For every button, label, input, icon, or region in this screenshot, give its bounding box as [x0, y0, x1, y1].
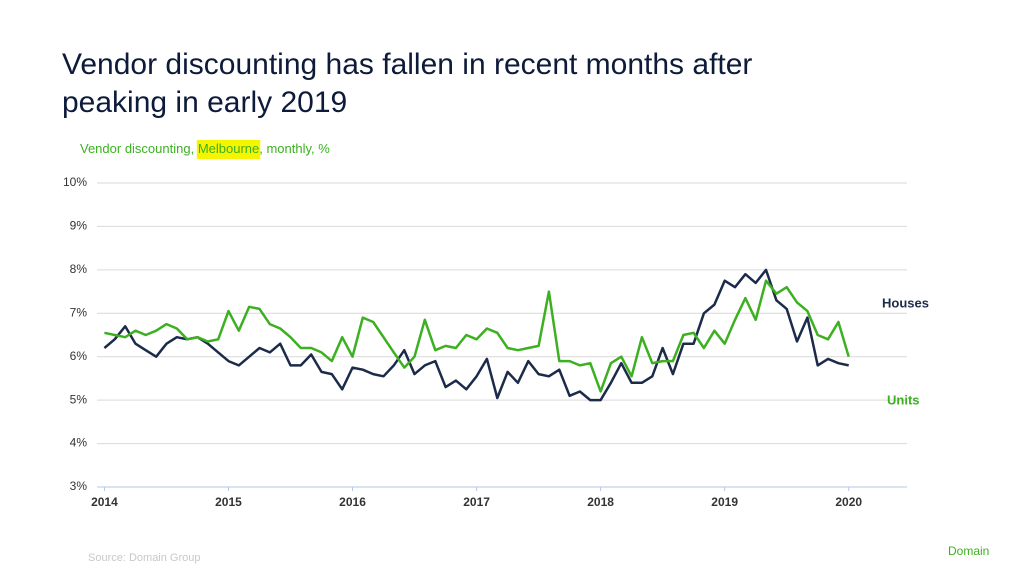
source: Source: Domain Group — [88, 552, 201, 564]
line — [104, 279, 850, 393]
y-tick-label: 5% — [70, 392, 88, 406]
x-tick-label: 2020 — [835, 495, 862, 509]
subtitle-part: Vendor discounting, — [80, 141, 198, 156]
y-tick-label: 10% — [63, 175, 87, 189]
x-tick-label: 2019 — [711, 495, 738, 509]
highlight — [196, 140, 261, 159]
chart-title: Vendor discounting has fallen in recent … — [62, 48, 752, 81]
x-tick-label: 2015 — [215, 495, 242, 509]
y-tick-label: 6% — [70, 349, 88, 363]
x-tick-label: 2014 — [91, 495, 118, 509]
x-tick-label: 2016 — [339, 495, 366, 509]
y-tick-label: 8% — [70, 262, 88, 276]
y-tick-label: 3% — [70, 479, 88, 493]
y-tick-label: 7% — [70, 305, 88, 319]
brand: Domain — [948, 544, 989, 558]
subtitle-part: , monthly, % — [259, 141, 330, 156]
y-tick-label: 4% — [70, 436, 88, 450]
subtitle: Vendor discounting, Melbourne, monthly, … — [80, 141, 330, 156]
series-label: Houses — [882, 295, 929, 310]
chart-title: peaking in early 2019 — [62, 86, 347, 119]
series-label: Units — [887, 392, 920, 407]
x-tick-label: 2017 — [463, 495, 490, 509]
x-tick-label: 2018 — [587, 495, 614, 509]
y-tick-label: 9% — [70, 219, 88, 233]
line — [103, 268, 849, 402]
subtitle-part: Melbourne — [198, 141, 259, 156]
